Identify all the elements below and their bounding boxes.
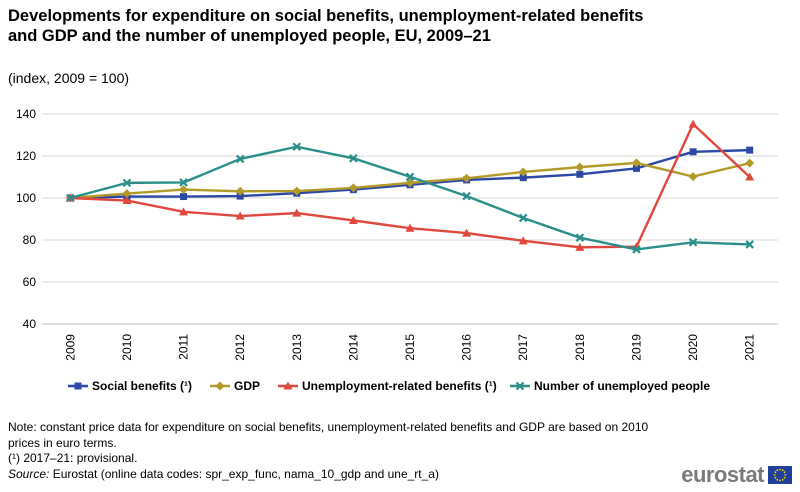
point-gdp-2015	[405, 178, 415, 188]
source-line: Source: Eurostat (online data codes: spr…	[8, 467, 668, 483]
point-unemployment-related-benefits-2016	[462, 228, 472, 237]
point-number-of-unemployed-people-2016	[462, 191, 471, 201]
y-tick-label-100: 100	[16, 191, 36, 205]
point-number-of-unemployed-people-2015	[405, 172, 415, 182]
x-tick-label-2012: 2012	[233, 334, 247, 361]
x-tick-label-2010: 2010	[120, 334, 134, 361]
source-text: Eurostat (online data codes: spr_exp_fun…	[49, 466, 439, 481]
point-gdp-2012	[235, 186, 245, 196]
point-number-of-unemployed-people-2021	[745, 240, 754, 249]
point-gdp-2010	[122, 189, 132, 199]
point-number-of-unemployed-people-2010	[122, 178, 132, 188]
point-gdp-2018	[575, 162, 585, 172]
point-gdp-2017	[518, 167, 528, 177]
y-tick-label-120: 120	[16, 149, 36, 163]
legend-marker-number-of-unemployed-people	[515, 381, 525, 391]
x-tick-label-2017: 2017	[516, 334, 530, 361]
y-tick-label-40: 40	[23, 317, 37, 331]
chart-notes: Note: constant price data for expenditur…	[8, 420, 668, 482]
point-unemployment-related-benefits-2014	[348, 215, 358, 224]
point-number-of-unemployed-people-2011	[179, 178, 188, 187]
chart-subtitle: (index, 2009 = 100)	[8, 70, 130, 86]
point-gdp-2019	[631, 158, 641, 168]
chart-title: Developments for expenditure on social b…	[8, 7, 644, 45]
logo-text: eurostat	[681, 462, 764, 487]
note-text: Note: constant price data for expenditur…	[8, 420, 649, 450]
source-label: Source:	[8, 466, 50, 481]
x-tick-label-2009: 2009	[63, 334, 77, 361]
y-tick-label-60: 60	[23, 275, 37, 289]
x-tick-label-2019: 2019	[629, 334, 643, 361]
point-gdp-2021	[745, 158, 755, 168]
point-unemployment-related-benefits-2012	[235, 211, 245, 220]
point-number-of-unemployed-people-2012	[235, 154, 245, 164]
point-number-of-unemployed-people-2014	[349, 154, 358, 163]
line-chart: 40 60 80 100 120 140 2009 2010 2011 2012 2013 2014 2…	[16, 107, 778, 393]
x-tick-label-2011: 2011	[177, 334, 191, 360]
point-gdp-2011	[179, 185, 189, 195]
legend-marker-social-benefits	[74, 382, 82, 390]
point-social-benefits-2017	[519, 174, 527, 182]
point-social-benefits-2020	[689, 148, 697, 156]
point-gdp-2020	[688, 172, 698, 182]
point-unemployment-related-benefits-2010	[122, 196, 132, 205]
legend-label-social-benefits: Social benefits (¹)	[92, 379, 192, 393]
point-gdp-2014	[348, 183, 358, 193]
point-social-benefits-2018	[576, 170, 584, 178]
point-number-of-unemployed-people-2019	[632, 245, 641, 254]
legend-label-number-of-unemployed-people: Number of unemployed people	[534, 379, 710, 393]
x-tick-label-2020: 2020	[686, 334, 700, 361]
legend-marker-unemployment-related-benefits	[283, 381, 293, 390]
point-social-benefits-2021	[746, 146, 754, 154]
x-tick-label-2015: 2015	[403, 334, 417, 361]
point-unemployment-related-benefits-2011	[179, 207, 189, 216]
point-number-of-unemployed-people-2018	[575, 233, 585, 242]
point-gdp-2013	[292, 186, 302, 196]
point-social-benefits-2019	[632, 164, 640, 172]
point-social-benefits-2012	[236, 192, 244, 200]
x-tick-label-2016: 2016	[460, 334, 474, 361]
point-unemployment-related-benefits-2013	[292, 208, 302, 217]
point-unemployment-related-benefits-2021	[745, 172, 755, 181]
legend-marker-gdp	[215, 381, 225, 391]
point-unemployment-related-benefits-2015	[405, 223, 415, 232]
legend-label-gdp: GDP	[234, 379, 260, 393]
point-social-benefits-2011	[180, 193, 188, 201]
point-number-of-unemployed-people-2009	[66, 193, 75, 203]
provisional-note: (¹) 2017–21: provisional.	[8, 451, 138, 465]
x-tick-label-2013: 2013	[290, 334, 304, 361]
x-tick-label-2014: 2014	[346, 334, 360, 361]
y-tick-label-140: 140	[16, 107, 36, 121]
x-tick-label-2021: 2021	[743, 334, 757, 361]
legend-label-unemployment-related-benefits: Unemployment-related benefits (¹)	[302, 379, 497, 393]
point-unemployment-related-benefits-2017	[518, 236, 528, 245]
point-unemployment-related-benefits-2018	[575, 242, 585, 251]
point-unemployment-related-benefits-2020	[688, 119, 698, 128]
point-number-of-unemployed-people-2017	[518, 213, 528, 223]
x-tick-label-2018: 2018	[573, 334, 587, 361]
y-tick-label-80: 80	[23, 233, 37, 247]
eurostat-logo: eurostat	[681, 462, 792, 488]
point-number-of-unemployed-people-2013	[292, 142, 302, 152]
eu-flag-icon	[768, 466, 792, 484]
point-number-of-unemployed-people-2020	[688, 238, 698, 247]
point-gdp-2016	[462, 173, 472, 183]
